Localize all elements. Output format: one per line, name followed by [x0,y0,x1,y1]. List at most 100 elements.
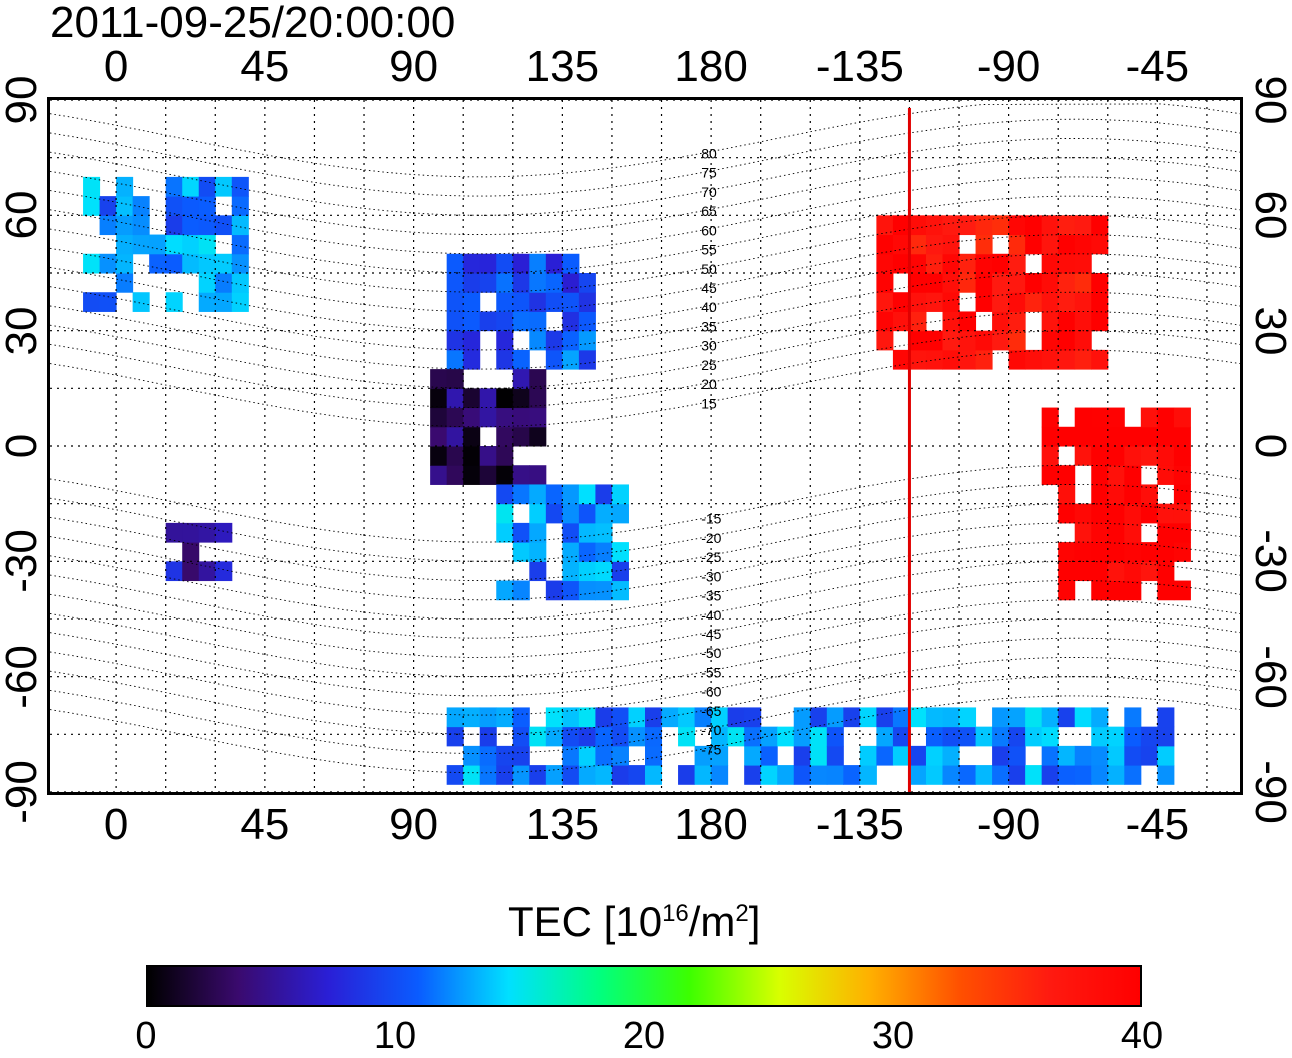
tec-cell [512,311,530,332]
tec-cell [595,765,613,785]
tec-cell [165,561,183,582]
tec-cell [545,726,563,747]
top-lon-tick: -90 [976,42,1041,91]
tec-cell [578,707,596,728]
tec-cell [1058,561,1076,582]
tec-cell [529,292,547,312]
tec-cell [645,707,663,728]
tec-cell [496,465,514,485]
tec-cell [463,765,481,785]
tec-cell [810,745,828,766]
tec-cell [578,745,596,766]
tec-cell [1091,580,1109,601]
tec-cell [1091,484,1109,505]
tec-cell [959,273,977,293]
tec-cell [529,330,547,351]
tec-cell [231,292,249,312]
tec-cell [1107,426,1125,447]
tec-cell [1157,745,1175,766]
tec-cell [529,542,547,562]
tec-cell [611,503,629,524]
tec-cell [678,765,696,785]
tec-cell [1041,765,1059,785]
tec-cell [83,292,101,312]
tec-cell [1091,292,1109,312]
tec-cell [1140,446,1158,466]
tec-cell [446,407,464,428]
tec-cell [975,215,993,236]
tec-cell [463,407,481,428]
tec-cell [1157,542,1175,562]
tec-cell [909,253,927,274]
tec-cell [1091,349,1109,370]
tec-cell [959,349,977,370]
tec-cell [496,522,514,543]
tec-cell [942,292,960,312]
tec-cell [1091,426,1109,447]
tec-cell [1058,580,1076,601]
tec-cell [1041,465,1059,485]
tec-cell [463,330,481,351]
tec-cell [793,745,811,766]
tec-cell [1107,407,1125,428]
tec-cell [545,349,563,370]
tec-cell [562,561,580,582]
maglat-label: 50 [701,261,717,277]
tec-cell [1124,580,1142,601]
tec-cell [942,330,960,351]
top-lon-tick: 45 [240,42,290,91]
tec-cell [1008,707,1026,728]
tec-cell [479,765,497,785]
tec-cell [711,745,729,766]
tec-cell [744,745,762,766]
tec-cell [661,707,679,728]
tec-cell [1091,446,1109,466]
tec-cell [611,765,629,785]
tec-cell [1074,542,1092,562]
left-lat-tick: 30 [0,306,46,356]
tec-cell [496,503,514,524]
colorbar-tick: 20 [622,1015,666,1057]
tec-cell [992,745,1010,766]
maglat-label: 65 [701,203,717,219]
tec-cell [545,292,563,312]
tec-cell [430,426,448,447]
tec-cell [975,273,993,293]
tec-cell [727,707,745,728]
tec-cell [545,330,563,351]
maglat-label: 35 [701,318,717,334]
tec-cell [479,707,497,728]
tec-cell [1157,407,1175,428]
tec-cell [992,707,1010,728]
tec-cell [1124,465,1142,485]
tec-cell [1140,407,1158,428]
tec-cell [1173,484,1191,505]
tec-cell [562,253,580,274]
tec-cell [1124,426,1142,447]
top-lon-tick: -45 [1125,42,1190,91]
tec-cell [198,215,216,236]
tec-cell [496,407,514,428]
tec-cell [711,765,729,785]
maglat-label: -60 [701,684,721,700]
top-lon-tick: 135 [525,42,600,91]
tec-cell [446,349,464,370]
tec-cell [496,765,514,785]
tec-cell [529,273,547,293]
tec-cell [198,234,216,255]
tec-cell [463,253,481,274]
tec-cell [512,522,530,543]
tec-cell [727,726,745,747]
tec-cell [628,726,646,747]
maglat-label: -70 [701,722,721,738]
colorbar-label-main: TEC [10 [508,898,663,945]
tec-cell [198,273,216,293]
tec-cell [1157,765,1175,785]
tec-cell [562,484,580,505]
tec-cell [1008,234,1026,255]
bottom-lon-tick: 90 [389,800,439,849]
tec-cell [595,503,613,524]
tec-cell [1074,311,1092,332]
right-lat-tick: 0 [1246,433,1292,459]
tec-cell [744,707,762,728]
